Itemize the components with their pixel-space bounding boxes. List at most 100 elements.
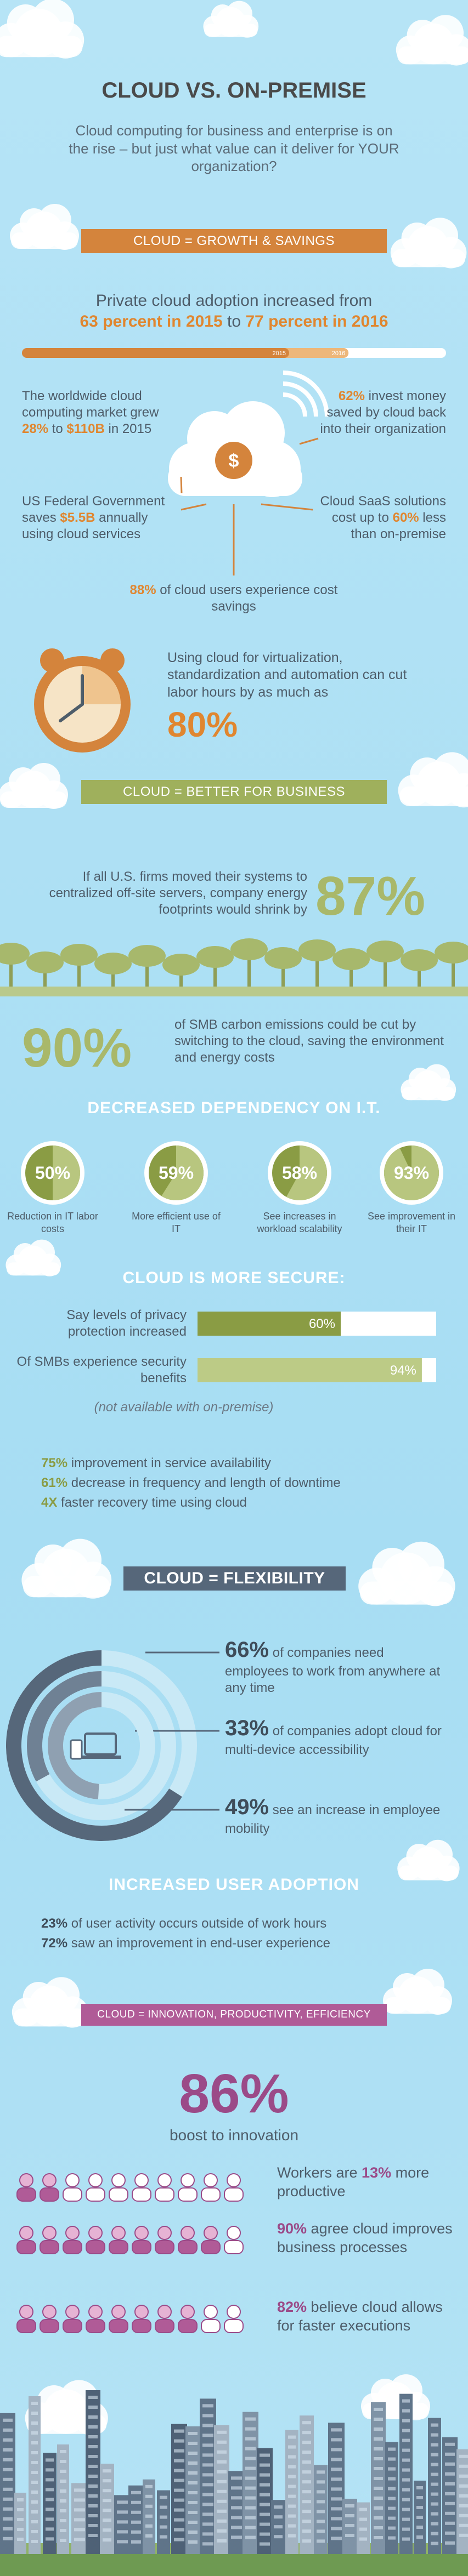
person-head bbox=[65, 2226, 80, 2240]
window bbox=[359, 2507, 367, 2511]
window bbox=[74, 2538, 85, 2541]
window bbox=[260, 2522, 270, 2526]
window bbox=[74, 2488, 85, 2492]
bar-label: 94% bbox=[390, 1363, 416, 1378]
person-head bbox=[88, 2305, 103, 2319]
text-part: more productive bbox=[277, 2164, 430, 2199]
window bbox=[260, 2512, 270, 2516]
tree-crown bbox=[435, 942, 468, 964]
window bbox=[317, 2529, 325, 2533]
highlight: 72% bbox=[41, 1936, 68, 1951]
person-head bbox=[227, 2173, 241, 2187]
person-body bbox=[86, 2187, 105, 2202]
window bbox=[345, 2504, 354, 2507]
building bbox=[243, 2412, 258, 2554]
window bbox=[431, 2532, 438, 2535]
innovation-figure: 86% bbox=[179, 2063, 289, 2124]
window bbox=[131, 2490, 141, 2494]
window bbox=[3, 2477, 13, 2481]
window bbox=[31, 2520, 38, 2523]
cloud-shape bbox=[23, 1576, 110, 1598]
window bbox=[245, 2486, 256, 2490]
window bbox=[302, 2500, 311, 2504]
window bbox=[217, 2470, 227, 2474]
window bbox=[402, 2517, 410, 2521]
window bbox=[416, 2486, 423, 2489]
building bbox=[300, 2415, 314, 2554]
bar-text: Say levels of privacy protection increas… bbox=[66, 1308, 187, 1339]
window bbox=[117, 2530, 128, 2534]
window bbox=[245, 2526, 256, 2529]
window bbox=[231, 2535, 242, 2539]
window bbox=[60, 2499, 66, 2503]
tree-crown bbox=[128, 945, 166, 967]
window bbox=[88, 2425, 98, 2429]
window bbox=[3, 2497, 13, 2501]
window bbox=[160, 2525, 167, 2529]
stat-text: The worldwide cloud computing market gre… bbox=[22, 388, 181, 437]
window bbox=[331, 2487, 342, 2491]
window bbox=[288, 2484, 296, 2488]
window bbox=[260, 2503, 270, 2506]
window bbox=[231, 2516, 242, 2520]
cloud-shape bbox=[392, 249, 466, 267]
window bbox=[317, 2520, 325, 2523]
window bbox=[217, 2440, 227, 2444]
cloud-shape bbox=[397, 46, 468, 65]
window bbox=[431, 2463, 438, 2466]
window bbox=[445, 2442, 455, 2446]
bar-label: 2016 bbox=[332, 350, 345, 357]
person-head bbox=[204, 2173, 218, 2187]
window bbox=[174, 2459, 184, 2463]
window bbox=[317, 2470, 325, 2474]
clock-wedge bbox=[82, 666, 121, 704]
window bbox=[260, 2483, 270, 2487]
window bbox=[331, 2477, 342, 2481]
window bbox=[302, 2460, 311, 2464]
window bbox=[445, 2492, 455, 2495]
window bbox=[31, 2481, 38, 2484]
window bbox=[402, 2409, 410, 2413]
text-part: saw an improvement in end-user experienc… bbox=[67, 1936, 330, 1951]
cloud-shape bbox=[423, 1839, 453, 1870]
stat-figure: 49% bbox=[225, 1795, 269, 1819]
window bbox=[3, 2428, 13, 2432]
cloud-shape bbox=[43, 1977, 80, 2014]
cloud-shape bbox=[31, 0, 74, 42]
window bbox=[131, 2530, 141, 2534]
window bbox=[374, 2447, 383, 2450]
window bbox=[288, 2465, 296, 2469]
window bbox=[459, 2504, 468, 2507]
window bbox=[131, 2510, 141, 2514]
ring-arc bbox=[27, 1671, 102, 1782]
window bbox=[3, 2448, 13, 2452]
banner: CLOUD = INNOVATION, PRODUCTIVITY, EFFICI… bbox=[81, 2004, 387, 2026]
tree-crown bbox=[26, 951, 64, 973]
window bbox=[374, 2427, 383, 2431]
cloud-shape bbox=[27, 763, 60, 796]
window bbox=[345, 2534, 354, 2537]
window bbox=[31, 2530, 38, 2533]
window bbox=[145, 2534, 153, 2538]
window bbox=[231, 2486, 242, 2490]
window bbox=[188, 2442, 198, 2445]
building bbox=[0, 2413, 15, 2554]
carbon-figure: 90% bbox=[22, 1017, 132, 1079]
bar bbox=[198, 1358, 422, 1382]
window bbox=[331, 2428, 342, 2432]
window bbox=[202, 2542, 213, 2546]
window bbox=[374, 2418, 383, 2421]
section-title: DECREASED DEPENDENCY ON I.T. bbox=[87, 1099, 381, 1117]
window bbox=[431, 2522, 438, 2526]
stat-text: Workers are 13% more productive bbox=[277, 2164, 453, 2201]
highlight: 88% bbox=[129, 583, 156, 597]
clock-hand bbox=[59, 703, 84, 722]
tree-trunk bbox=[281, 964, 285, 987]
cloud-shape bbox=[204, 24, 258, 37]
window bbox=[202, 2453, 213, 2457]
window bbox=[46, 2488, 54, 2492]
text-part: less than on-premise bbox=[351, 510, 446, 542]
window bbox=[331, 2458, 342, 2461]
person-body bbox=[109, 2319, 128, 2333]
stat-text: 72% saw an improvement in end-user exper… bbox=[41, 1935, 330, 1952]
